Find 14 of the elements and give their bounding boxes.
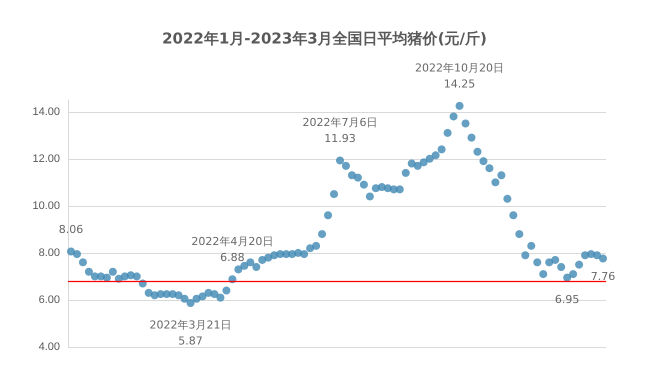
data-label: 6.95 [554,293,580,306]
data-label: 2022年10月20日 14.25 [415,61,504,90]
data-label: 8.06 [58,222,84,236]
y-tick-label: 8.00 [38,246,60,259]
data-label: 2022年7月6日 11.93 [302,116,378,145]
y-tick-label: 10.00 [32,200,60,212]
y-tick-label: 14.00 [32,106,60,118]
data-label: 2022年4月20日 6.88 [191,234,274,264]
y-tick-label: 4.00 [38,341,60,353]
chart-title: 2022年1月-2023年3月全国日平均猪价(元/斤) [162,30,487,48]
data-label: 7.76 [590,270,616,284]
y-tick-label: 12.00 [32,152,60,165]
y-tick-label: 6.00 [38,294,60,306]
data-label: 2022年3月21日 5.87 [150,318,232,348]
